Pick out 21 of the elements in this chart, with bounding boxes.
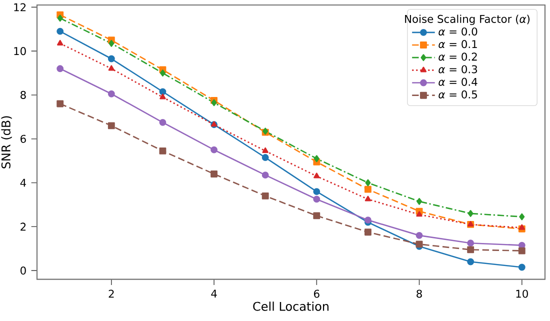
legend-title: Noise Scaling Factor (α): [405, 14, 530, 26]
legend-label: α = 0.5: [438, 90, 477, 98]
legend-label: α = 0.2: [438, 52, 477, 61]
y-tick-label: 6: [20, 134, 26, 143]
y-axis-title: SNR (dB): [1, 116, 12, 168]
y-tick-label: 12: [14, 3, 26, 12]
legend-label: α = 0.0: [438, 27, 478, 36]
x-tick-label: 2: [108, 290, 114, 298]
y-tick-label: 0: [20, 266, 26, 275]
y-tick-label: 2: [20, 222, 26, 231]
x-tick-label: 4: [211, 290, 217, 298]
x-tick-label: 8: [416, 290, 422, 298]
y-tick-label: 8: [20, 90, 26, 100]
y-tick-label: 4: [20, 178, 26, 187]
x-axis-title: Cell Location: [253, 302, 328, 311]
x-tick-label: 10: [516, 290, 528, 298]
x-tick-label: 6: [314, 290, 320, 298]
legend-label: α = 0.1: [438, 40, 477, 48]
legend-label: α = 0.4: [438, 78, 478, 86]
legend-label: α = 0.3: [438, 65, 478, 74]
y-tick-label: 10: [14, 47, 26, 56]
